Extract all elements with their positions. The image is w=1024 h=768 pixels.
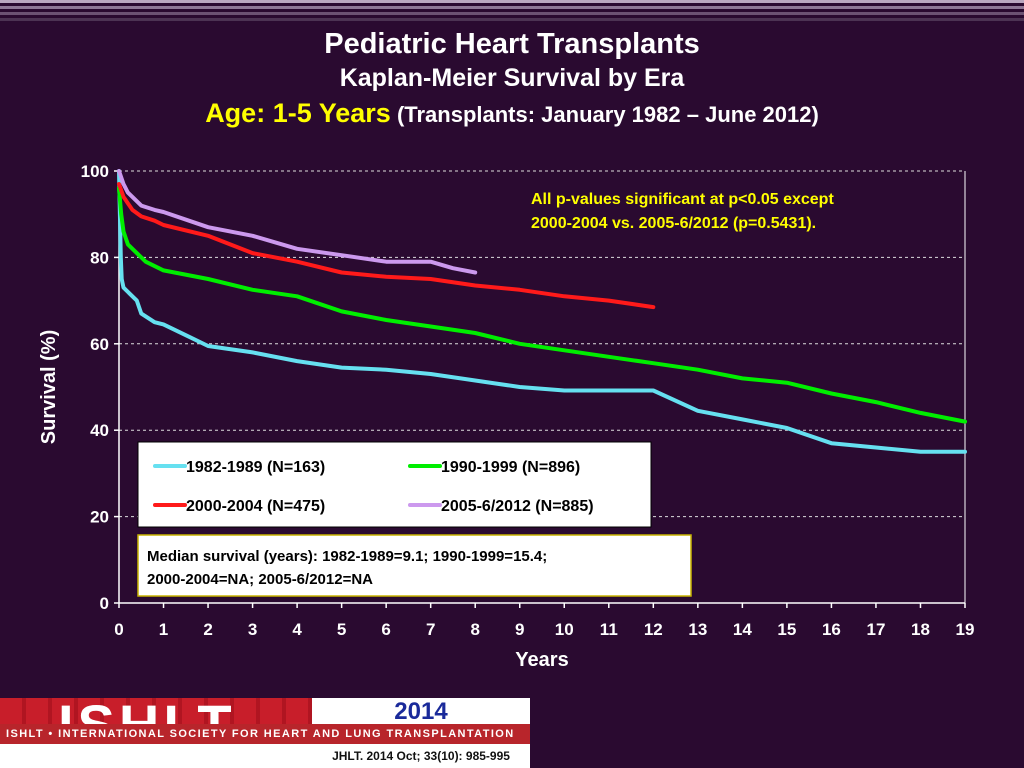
median-box: Median survival (years): 1982-1989=9.1; … [137,534,692,597]
x-tick-label: 17 [866,620,885,639]
y-axis-label: Survival (%) [38,330,60,444]
x-tick-label: 10 [555,620,574,639]
x-axis-label: Years [515,649,568,671]
x-tick-label: 0 [114,620,123,639]
journal-citation: JHLT. 2014 Oct; 33(10): 985-995 [332,749,510,763]
slide-title: Pediatric Heart Transplants [324,28,700,60]
x-tick-label: 1 [159,620,168,639]
series-1990-1999-line [117,186,967,424]
x-tick-label: 16 [822,620,841,639]
legend: 1982-1989 (N=163) 1990-1999 (N=896) 2000-2… [137,441,652,528]
y-tick-label: 40 [90,421,109,440]
y-tick-label: 20 [90,508,109,527]
x-tick-label: 15 [777,620,796,639]
y-tick-label: 80 [90,248,109,267]
y-tick-label: 0 [100,594,109,613]
series-lines [117,169,967,454]
series-2005-2012-line [117,169,478,275]
legend-label: 2005-6/2012 (N=885) [441,498,594,515]
top-decoration [0,0,1024,34]
x-tick-label: 7 [426,620,435,639]
society-banner: ISHLT • INTERNATIONAL SOCIETY FOR HEART … [0,724,530,744]
x-tick-label: 5 [337,620,346,639]
x-tick-labels: 0 1 2 3 4 5 6 7 8 9 10 11 12 13 14 15 16 17 18 19 [114,603,974,639]
median-line1: Median survival (years): 1982-1989=9.1; … [147,548,547,565]
legend-label: 2000-2004 (N=475) [186,498,325,515]
legend-box [137,441,652,528]
legend-label: 1990-1999 (N=896) [441,459,580,476]
pvalue-note-line1: All p-values significant at p<0.05 excep… [531,191,834,208]
slide-subtitle: Kaplan-Meier Survival by Era [339,64,685,92]
age-label: Age: 1-5 Years [205,98,391,128]
x-tick-label: 11 [600,620,618,639]
slide-age-line: Age: 1-5 Years (Transplants: January 198… [0,94,1024,134]
x-tick-label: 2 [203,620,212,639]
x-tick-label: 14 [733,620,752,639]
x-tick-label: 19 [956,620,975,639]
pvalue-note-line2: 2000-2004 vs. 2005-6/2012 (p=0.5431). [531,215,816,232]
x-tick-label: 3 [248,620,257,639]
median-line2: 2000-2004=NA; 2005-6/2012=NA [147,571,373,588]
x-tick-label: 18 [911,620,930,639]
y-tick-labels: 0 20 40 60 80 100 [81,162,119,613]
median-box-frame [137,534,692,597]
transplant-range: (Transplants: January 1982 – June 2012) [396,102,819,127]
y-tick-label: 60 [90,335,109,354]
x-tick-label: 12 [644,620,663,639]
x-tick-label: 9 [515,620,524,639]
x-tick-label: 4 [292,620,302,639]
series-1982-1989-line [117,169,967,454]
footer: ISHLT 2014 ISHLT • INTERNATIONAL SOCIETY… [0,693,530,768]
x-tick-label: 6 [381,620,390,639]
footer-year: 2014 [394,698,448,725]
y-tick-label: 100 [81,162,109,181]
x-tick-label: 13 [688,620,707,639]
series-2000-2004-line [117,182,656,310]
title-block: Pediatric Heart Transplants Kaplan-Meier… [0,26,1024,134]
x-tick-label: 8 [470,620,479,639]
legend-label: 1982-1989 (N=163) [186,459,325,476]
